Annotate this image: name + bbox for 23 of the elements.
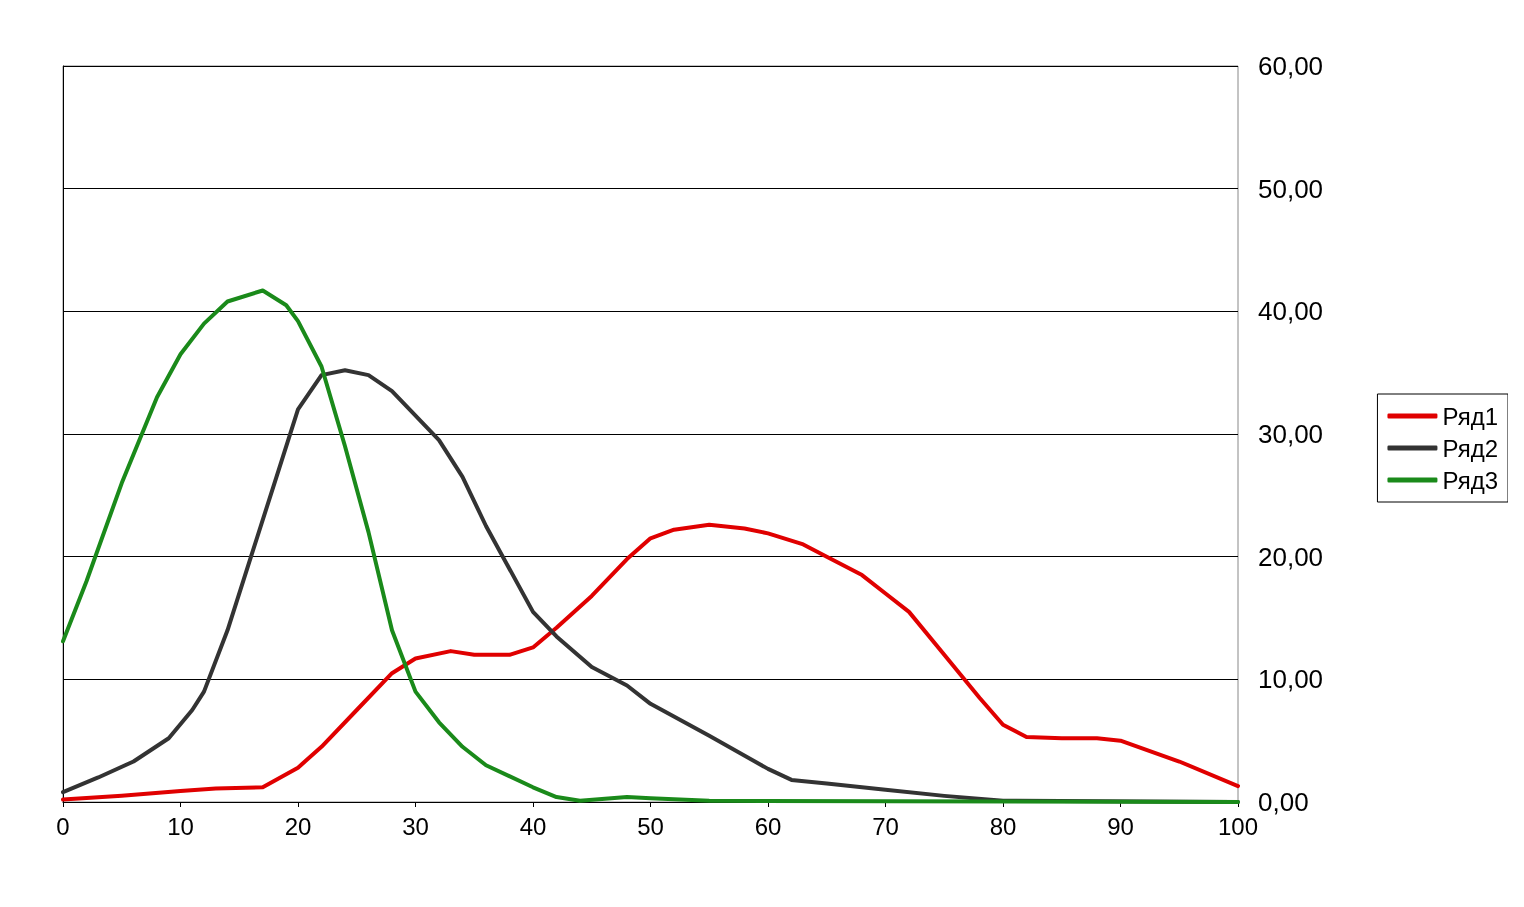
x-tick-label: 40 xyxy=(519,812,547,840)
legend-label: Ряд3 xyxy=(1442,466,1498,494)
y-tick-label: 30,00 xyxy=(1258,419,1324,449)
y-tick-label: 20,00 xyxy=(1258,541,1324,572)
x-tick-label: 90 xyxy=(1107,812,1134,840)
legend-label: Ряд1 xyxy=(1442,402,1498,430)
x-tick-label: 50 xyxy=(637,812,664,840)
x-tick-label: 10 xyxy=(167,812,194,840)
y-tick-label: 60,00 xyxy=(1258,51,1324,81)
x-tick-label: 20 xyxy=(284,812,312,840)
y-tick-label: 40,00 xyxy=(1258,296,1324,327)
x-tick-label: 80 xyxy=(989,812,1017,840)
y-tick-label: 10,00 xyxy=(1258,664,1324,695)
legend-label: Ряд2 xyxy=(1442,434,1498,462)
line-series xyxy=(61,522,1240,802)
y-tick-label: 50,00 xyxy=(1258,173,1324,204)
x-tick-label: 60 xyxy=(754,812,782,840)
y-tick-label: 0,00 xyxy=(1258,787,1309,817)
x-tick-label: 30 xyxy=(402,812,429,840)
x-tick-label: 100 xyxy=(1217,812,1259,840)
x-tick-label: 0 xyxy=(56,812,70,840)
x-tick-label: 70 xyxy=(872,812,899,840)
line-series xyxy=(61,288,1240,804)
